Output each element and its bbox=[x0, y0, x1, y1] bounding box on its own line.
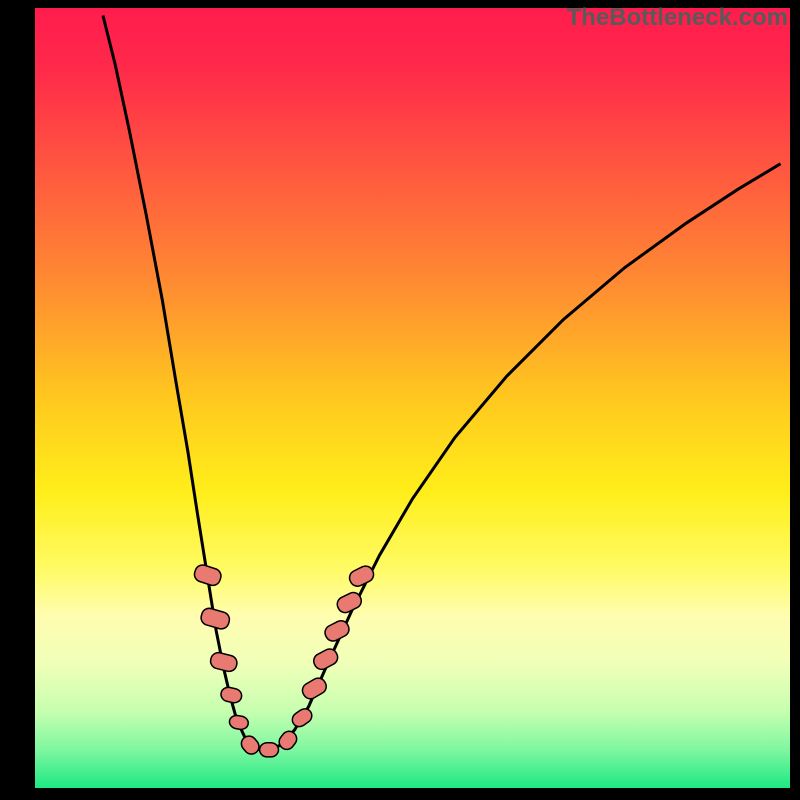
curve-marker bbox=[311, 646, 340, 672]
curve-marker bbox=[347, 564, 376, 589]
plot-area bbox=[35, 8, 790, 788]
curve-marker bbox=[209, 651, 239, 673]
curve-marker bbox=[228, 714, 249, 730]
curve-marker bbox=[276, 728, 300, 752]
bottleneck-curve bbox=[103, 16, 781, 750]
chart-container: TheBottleneck.com bbox=[0, 0, 800, 800]
watermark-text: TheBottleneck.com bbox=[567, 4, 788, 32]
curve-marker bbox=[290, 706, 315, 730]
curve-marker bbox=[238, 733, 262, 757]
curve-marker bbox=[220, 686, 243, 704]
marker-group bbox=[193, 563, 377, 757]
curve-marker bbox=[199, 607, 231, 631]
curve-layer bbox=[35, 8, 790, 763]
curve-marker bbox=[300, 675, 329, 701]
curve-marker bbox=[260, 743, 279, 757]
curve-marker bbox=[193, 563, 223, 587]
